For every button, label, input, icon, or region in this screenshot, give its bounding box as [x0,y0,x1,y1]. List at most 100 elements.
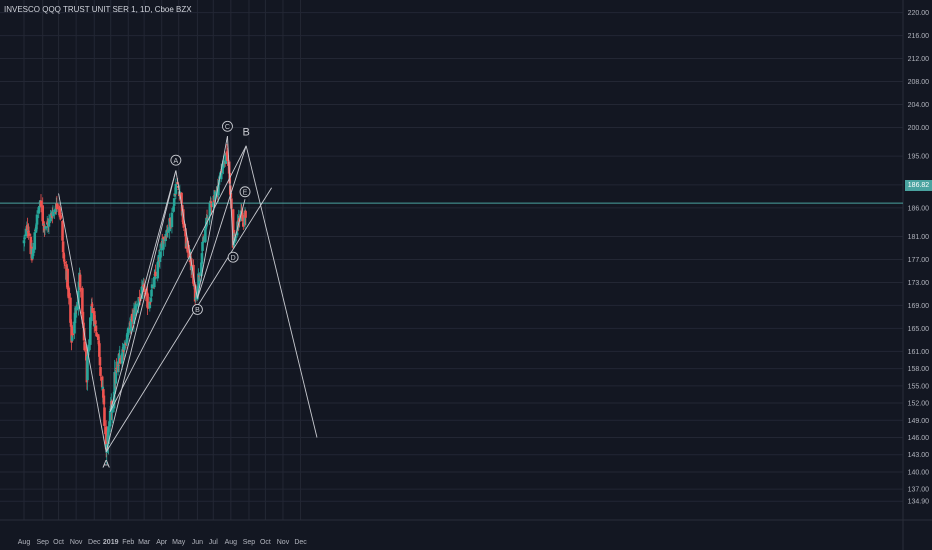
candle-body [242,222,245,227]
candle-body [162,236,166,240]
x-tick-label: Aug [18,539,31,546]
candle-body [78,274,82,288]
wave-label-circle[interactable] [221,120,233,132]
annotation-line[interactable] [196,135,228,299]
x-tick-label: Oct [260,539,271,546]
candle-body [122,348,126,353]
y-tick-label: 216.00 [908,33,930,40]
candle-body [75,306,79,311]
candle-body [27,233,31,236]
candle-body [156,262,160,279]
annotation-line[interactable] [245,145,318,438]
candle-body [58,212,62,217]
annotation-line[interactable] [232,199,246,246]
candle-body [101,386,105,391]
y-tick-label: 186.00 [908,205,930,212]
candle-body [97,340,101,345]
candle-body [74,307,77,314]
x-tick-label: Jul [209,539,218,546]
candle-body [222,160,225,168]
wave-label-circle[interactable] [170,154,182,166]
candle-body [137,302,140,307]
x-tick-label: Aug [225,539,238,546]
candle-body [108,410,112,427]
candle-body [146,293,149,308]
x-tick-label: Dec [88,539,101,546]
candle-body [111,404,114,413]
y-tick-label: 155.00 [908,383,930,390]
wave-label-circle[interactable] [227,251,239,263]
candle-body [192,282,196,286]
candle-body [59,215,63,219]
annotation-line[interactable] [109,145,247,412]
candle-body [226,155,229,162]
candle-body [98,343,101,357]
candle-body [129,318,133,331]
candle-body [150,284,154,289]
candle-body [82,322,85,329]
wave-label-c: C [225,124,230,131]
wave-label-d: D [231,255,236,262]
candle-body [231,209,235,248]
candle-body [126,333,130,337]
candle-body [23,237,26,240]
candle-body [174,183,178,194]
y-tick-label: 195.00 [908,154,930,161]
candle-body [190,266,194,270]
candle-body [148,301,152,309]
y-tick-label: 137.00 [908,487,930,494]
annotation-line[interactable] [105,187,273,453]
annotation-line[interactable] [105,170,177,452]
annotation-line[interactable] [175,170,198,299]
candle-body [197,275,201,277]
y-tick-label: 220.00 [908,10,930,17]
candle-body [90,303,94,307]
wave-label-b: B [195,307,200,314]
candle-body [125,334,129,342]
candle-body [180,192,183,204]
candle-body [115,367,118,370]
candle-body [200,253,204,264]
candle-body [130,313,134,322]
y-tick-label: 181.00 [908,234,930,241]
candle-body [67,287,71,299]
candle-body [86,356,89,381]
annotation-line[interactable] [109,170,177,412]
candle-body [29,236,33,255]
candle-body [150,289,153,297]
annotation-line[interactable] [226,136,234,246]
y-tick-label: 204.00 [908,102,930,109]
wave-label-circle[interactable] [191,304,203,315]
candle-body [63,261,67,264]
y-tick-label: 161.00 [908,349,930,356]
candle-body [172,206,175,212]
candle-body [240,212,244,216]
candle-body [114,371,118,384]
candle-body [96,334,100,341]
annotation-line[interactable] [58,193,107,452]
annotation-line[interactable] [196,145,247,299]
candle-body [92,311,96,326]
candle-body [206,218,209,220]
candle-body [117,364,120,366]
candle-body [182,223,186,228]
candle-body [149,298,153,302]
candle-body [244,210,247,218]
candle-body [201,241,204,251]
candle-body [202,240,205,243]
y-tick-label: 169.00 [908,303,930,310]
candle-body [205,217,208,227]
candle-body [194,297,198,300]
candle-body [23,234,27,236]
candle-body [138,297,142,302]
candle-body [225,151,229,156]
candle-body [41,220,45,226]
candle-body [107,426,110,445]
wave-label-circle[interactable] [239,186,251,198]
y-tick-label: 165.00 [908,326,930,333]
candle-body [31,254,34,259]
candle-body [162,238,165,250]
candle-body [62,253,65,259]
x-tick-label: Nov [277,539,290,546]
